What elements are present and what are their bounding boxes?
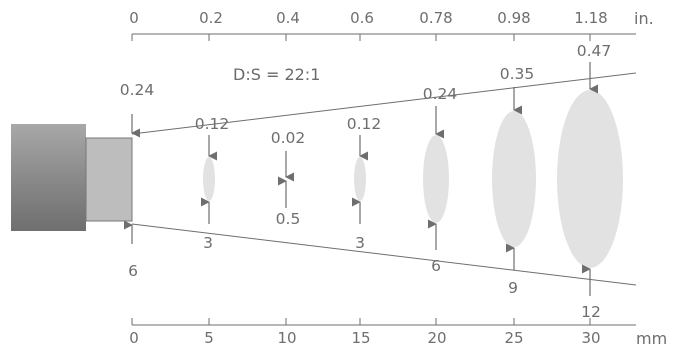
lower-arrows: [123, 176, 591, 296]
spot-size-inch-label: 0.02: [271, 129, 306, 147]
upper-arrows: [131, 62, 599, 182]
spot-ellipse: [557, 90, 623, 268]
bottom-tick-label: 30: [581, 329, 600, 347]
spot-ellipse: [423, 135, 449, 223]
bottom-tick-label: 15: [351, 329, 370, 347]
bottom-tick-label: 20: [427, 329, 446, 347]
spot-ellipse: [203, 157, 215, 201]
top-tick-label: 0: [129, 9, 139, 27]
sensor-icon: [11, 124, 133, 231]
spot-size-labels-inches: 0.24 0.12 0.02 0.12 0.24 0.35 0.47: [120, 42, 612, 147]
bottom-tick-label: 5: [204, 329, 214, 347]
spot-ellipse: [492, 111, 536, 247]
bottom-axis-mm: 0 5 10 15 20 25 30 mm: [129, 318, 667, 348]
bottom-tick-label: 0: [129, 329, 139, 347]
beam-line-lower: [131, 223, 637, 286]
sensor-body: [11, 124, 86, 231]
spot-size-inch-label: 0.24: [423, 85, 458, 103]
spot-size-inch-label: 0.47: [577, 42, 612, 60]
spot-size-inch-label: 0.35: [500, 65, 535, 83]
top-tick-label: 0.6: [350, 9, 374, 27]
top-axis-inches: 0 0.2 0.4 0.6 0.78 0.98 1.18 in.: [129, 9, 654, 41]
beam-cone: [131, 72, 637, 286]
spot-size-mm-label: 0.5: [276, 210, 301, 228]
bottom-axis-unit: mm: [636, 329, 667, 348]
spot-size-labels-mm: 6 3 0.5 3 6 9 12: [128, 210, 601, 321]
bottom-tick-label: 25: [504, 329, 523, 347]
spot-size-inch-label: 0.24: [120, 81, 155, 99]
top-tick-label: 0.2: [199, 9, 223, 27]
measurement-spots: [203, 90, 623, 268]
spot-size-mm-label: 9: [508, 279, 518, 297]
spot-size-mm-label: 6: [431, 257, 441, 275]
bottom-tick-label: 10: [277, 329, 296, 347]
spot-size-inch-label: 0.12: [195, 115, 230, 133]
spot-ellipse: [354, 157, 366, 201]
top-tick-label: 0.4: [276, 9, 300, 27]
top-tick-label: 0.98: [497, 9, 530, 27]
top-tick-label: 1.18: [574, 9, 607, 27]
spot-size-mm-label: 3: [203, 234, 213, 252]
spot-size-mm-label: 3: [355, 234, 365, 252]
beam-line-upper: [131, 72, 637, 135]
top-axis-unit: in.: [634, 9, 654, 28]
spot-size-inch-label: 0.12: [347, 115, 382, 133]
distance-to-spot-ratio: D:S = 22:1: [233, 65, 320, 84]
spot-size-mm-label: 6: [128, 262, 138, 280]
spot-size-mm-label: 12: [581, 303, 601, 321]
sensor-lens: [85, 137, 133, 222]
top-tick-label: 0.78: [419, 9, 452, 27]
